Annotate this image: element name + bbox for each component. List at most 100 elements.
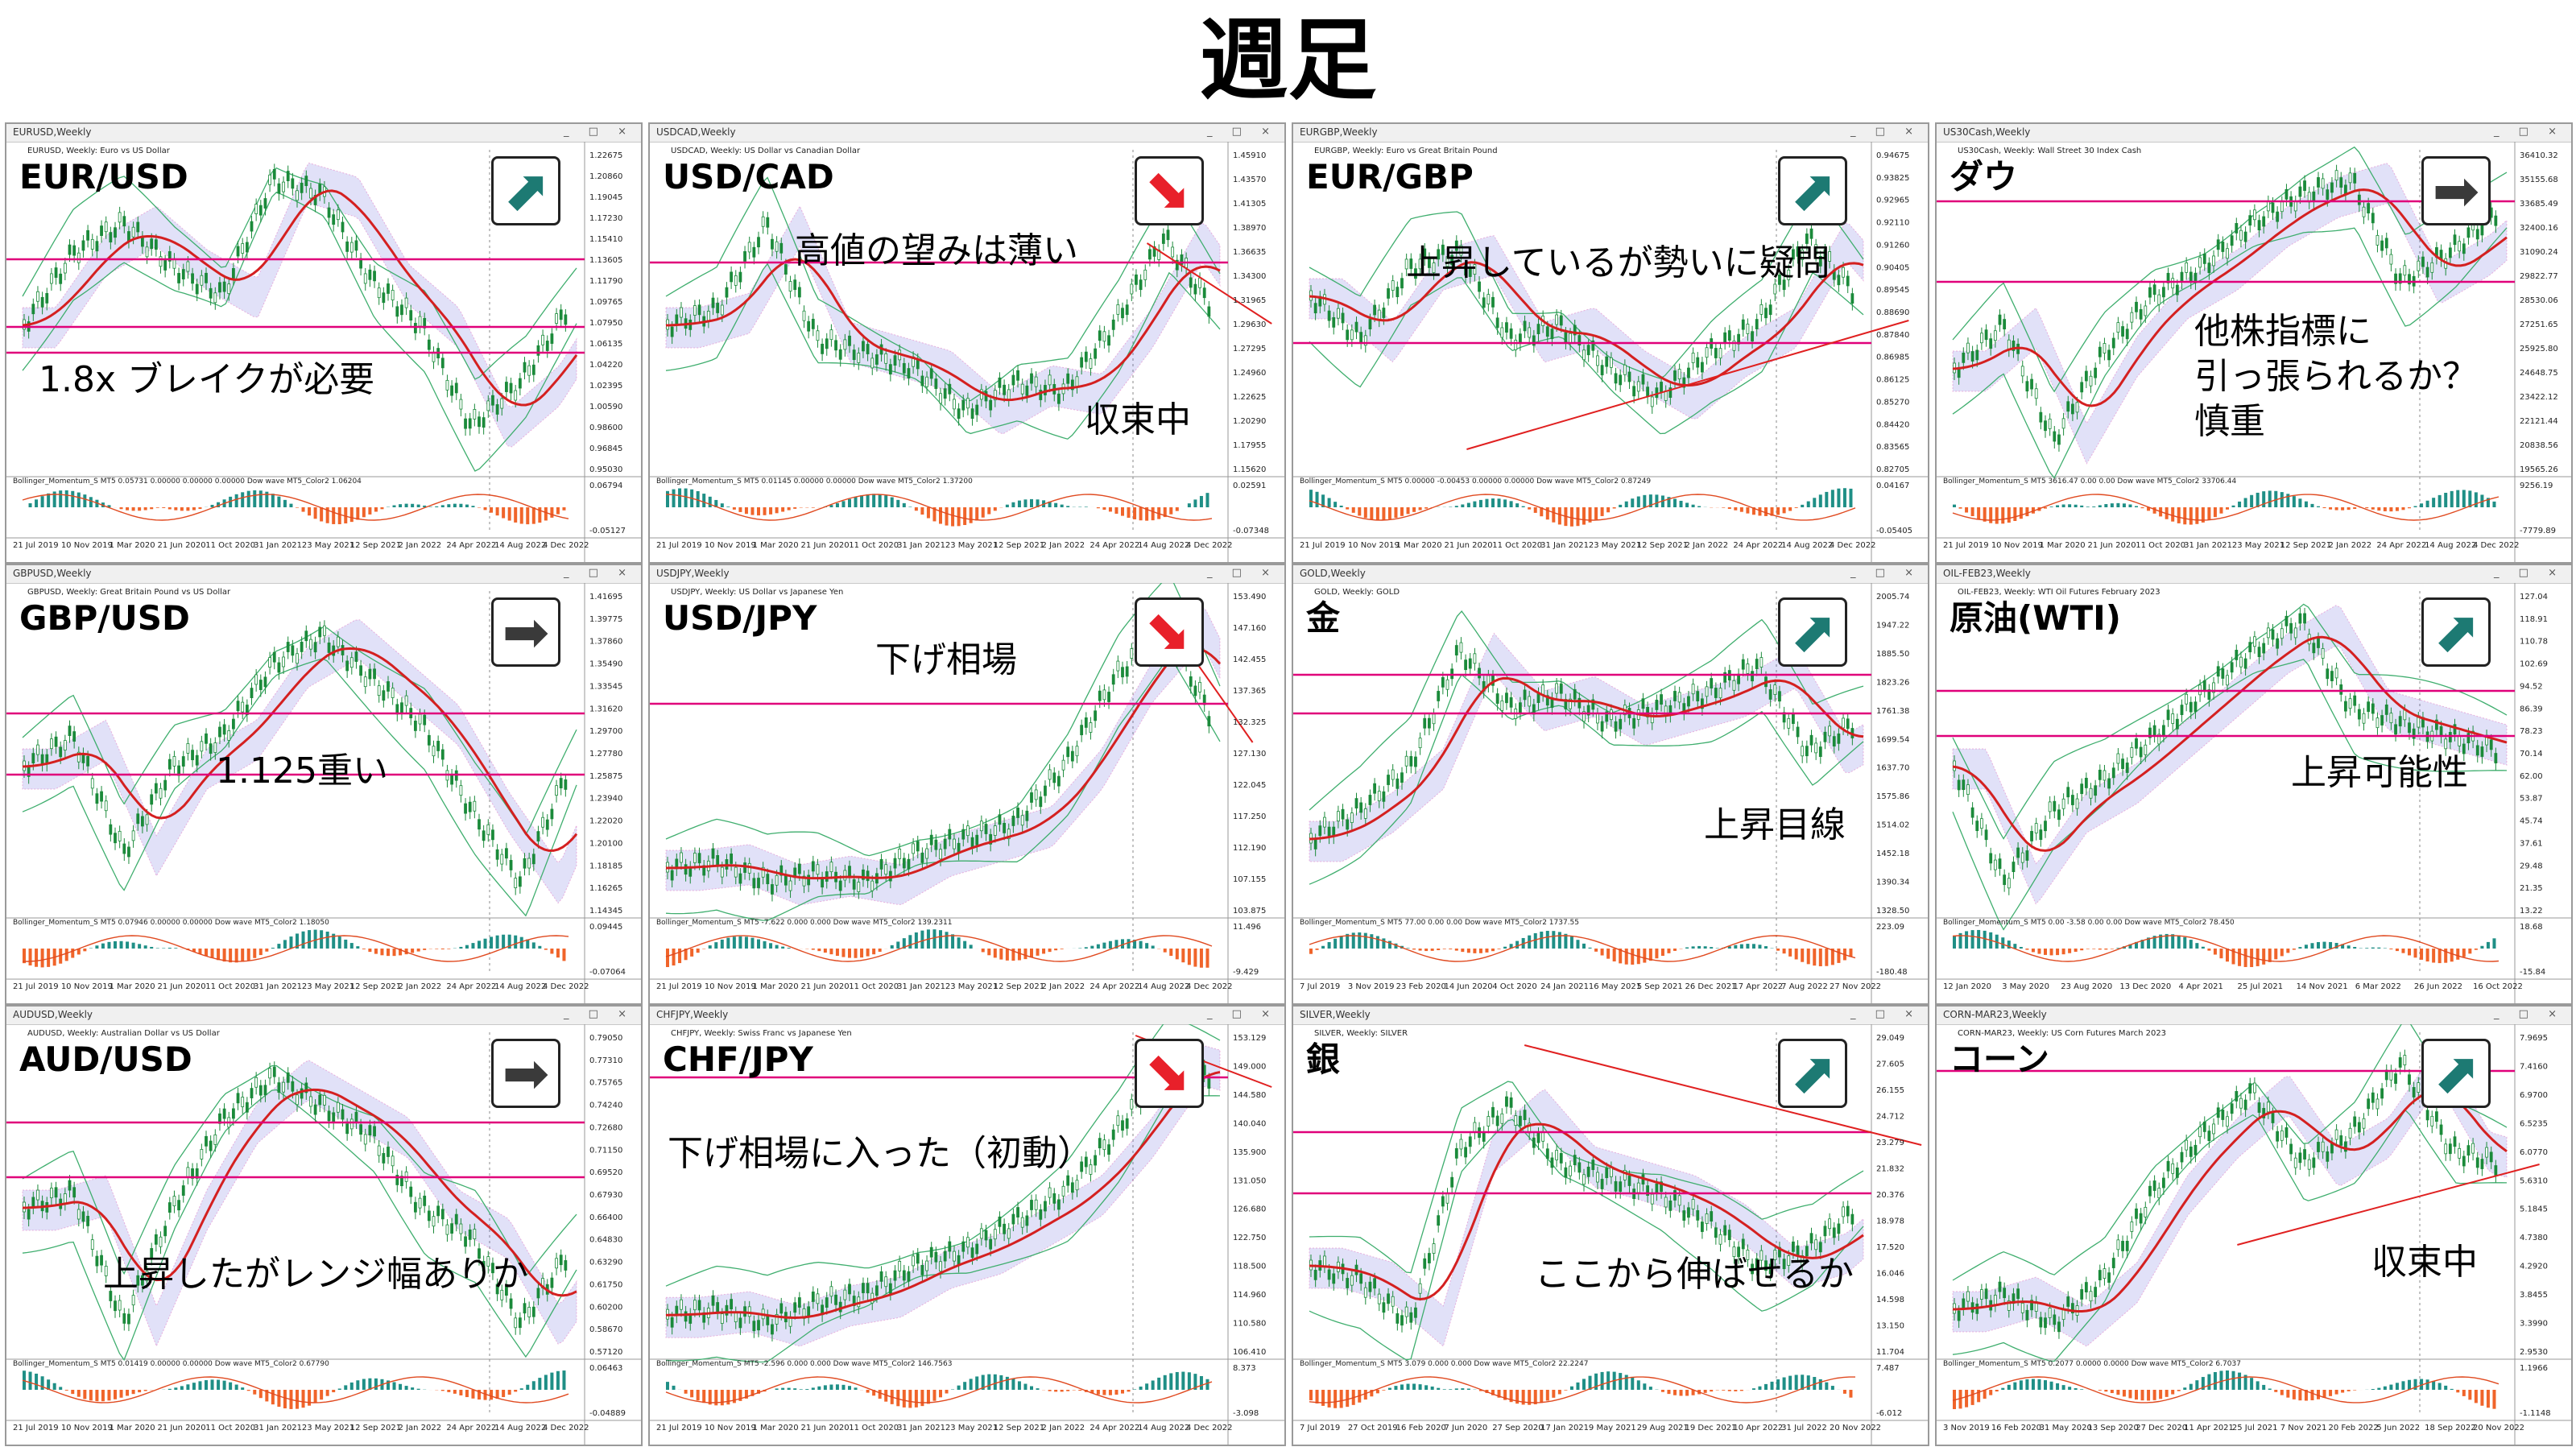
candle-body [131, 226, 135, 238]
candle-body [559, 778, 563, 788]
candle-body [730, 271, 733, 283]
candle-body [2466, 1145, 2471, 1156]
candle-body [1632, 717, 1636, 729]
time-tick-label: 3 May 2020 [2002, 982, 2049, 991]
candle-body [1423, 248, 1427, 259]
time-tick-label: 6 Mar 2022 [2355, 982, 2401, 991]
candle-body [1523, 1110, 1527, 1121]
candle-body [2235, 1091, 2239, 1102]
candle-body [1346, 819, 1350, 830]
candle-body [536, 831, 540, 841]
candle-body [382, 690, 386, 701]
candle-body [2216, 239, 2220, 250]
price-tick-label: 23.279 [1876, 1139, 1904, 1147]
histogram-bar [368, 949, 372, 953]
candle-body [2417, 1082, 2421, 1093]
price-tick-label: 1514.02 [1876, 821, 1909, 830]
candle-body [2003, 1288, 2007, 1299]
histogram-bar [1552, 931, 1556, 949]
window-controls[interactable]: _ □ × [1207, 126, 1278, 138]
candle-body [336, 636, 340, 647]
histogram-bar [1066, 506, 1070, 507]
moving-average-line [665, 1070, 1221, 1320]
candle-body [2053, 1314, 2057, 1325]
histogram-bar [684, 949, 688, 961]
histogram-bar [1552, 1390, 1556, 1398]
candle-body [1555, 314, 1559, 325]
candle-body [1377, 1293, 1381, 1304]
candle-body [2239, 1098, 2243, 1109]
histogram-bar [890, 497, 894, 507]
candle-body [227, 730, 231, 741]
candle-body [1332, 1273, 1336, 1284]
bollinger-lower-band [1309, 271, 1864, 435]
histogram-bar [440, 1390, 444, 1391]
candle-body [1350, 329, 1354, 341]
histogram-bar [411, 1387, 415, 1390]
candle-body [1473, 264, 1477, 275]
time-tick-label: 17 Apr 2022 [1733, 982, 1783, 991]
histogram-bar [2389, 1384, 2393, 1390]
histogram-bar [1679, 500, 1683, 507]
candle-body [473, 1229, 477, 1239]
candle-body [167, 1202, 172, 1213]
histogram-bar [217, 949, 221, 961]
candle-body [2161, 725, 2165, 736]
candle-body [829, 1286, 833, 1297]
candle-body [2012, 341, 2016, 351]
histogram-bar [969, 1379, 973, 1390]
time-tick-label: 16 Feb 2020 [1396, 1424, 1446, 1432]
window-controls[interactable]: _ □ × [564, 1008, 635, 1020]
window-controls[interactable]: _ □ × [1850, 1008, 1921, 1020]
histogram-bar [2019, 1380, 2023, 1390]
window-controls[interactable]: _ □ × [1207, 1008, 1278, 1020]
histogram-bar [2450, 1388, 2454, 1390]
bollinger-upper-band [22, 167, 577, 380]
candle-body [1600, 365, 1604, 376]
window-controls[interactable]: _ □ × [1207, 567, 1278, 579]
window-controls[interactable]: _ □ × [2494, 1008, 2565, 1020]
histogram-bar [1042, 949, 1046, 954]
candle-body [2312, 191, 2316, 202]
candle-body [2180, 705, 2184, 715]
candle-body [523, 1303, 527, 1314]
candle-body [2202, 254, 2206, 264]
candle-body [2185, 693, 2189, 705]
candle-body [1116, 660, 1120, 672]
price-tick-label: 22121.44 [2520, 417, 2558, 426]
candle-body [140, 236, 144, 247]
histogram-bar [787, 948, 791, 949]
histogram-bar [2007, 940, 2011, 949]
candle-body [86, 755, 89, 767]
histogram-bar [1552, 507, 1556, 523]
price-tick-label: 1.22020 [589, 817, 622, 826]
histogram-bar [2116, 1390, 2120, 1395]
candle-body [2289, 622, 2293, 634]
candle-body [1387, 1293, 1390, 1304]
candle-body [1377, 309, 1381, 320]
window-controls[interactable]: _ □ × [2494, 126, 2565, 138]
candle-body [486, 1256, 490, 1267]
histogram-bar [416, 504, 420, 507]
candle-body [788, 880, 792, 891]
window-controls[interactable]: _ □ × [564, 567, 635, 579]
window-controls[interactable]: _ □ × [1850, 567, 1921, 579]
candle-body [1550, 1157, 1554, 1168]
histogram-bar [246, 490, 250, 507]
candle-body [2103, 343, 2107, 353]
candle-body [2061, 1309, 2065, 1321]
candle-body [277, 662, 281, 673]
window-controls[interactable]: _ □ × [2494, 567, 2565, 579]
candle-body [2384, 705, 2388, 715]
window-controls[interactable]: _ □ × [1850, 126, 1921, 138]
histogram-bar [1643, 494, 1647, 507]
histogram-bar [1965, 931, 1969, 949]
histogram-bar [775, 945, 779, 949]
window-controls[interactable]: _ □ × [564, 126, 635, 138]
candle-body [1723, 672, 1727, 683]
candle-body [1569, 698, 1572, 709]
candle-body [418, 713, 422, 725]
histogram-bar [210, 1379, 214, 1390]
histogram-bar [1030, 1386, 1033, 1390]
histogram-bar [2334, 507, 2338, 511]
